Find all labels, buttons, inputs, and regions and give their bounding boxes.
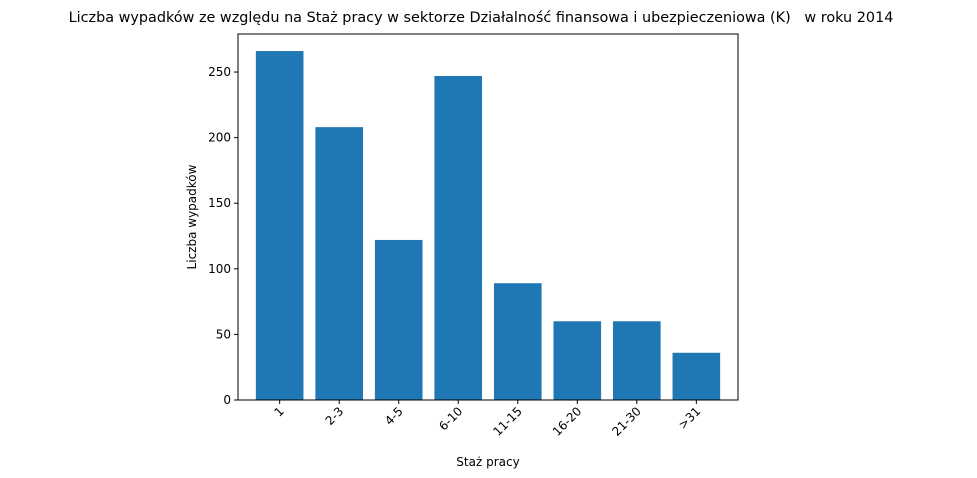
x-axis: 1 2-3 4-5 6-10 11-15 16-20 21-30 >31 [271,400,703,439]
bar-0 [255,51,304,400]
bar-3 [434,75,483,401]
y-tick-label: 50 [216,327,231,341]
x-tick-label: 2-3 [323,404,347,428]
bar-2 [374,239,423,400]
y-tick-label: 100 [208,262,231,276]
x-tick-label: 1 [271,404,286,419]
chart-title: Liczba wypadków ze względu na Staż pracy… [69,10,894,26]
bar-1 [315,127,363,401]
plot-frame [237,33,739,401]
x-tick-label: 6-10 [436,404,465,433]
bar-5 [553,321,602,400]
bar-7 [672,352,721,400]
x-tick-label: 16-20 [550,404,585,439]
y-axis: 0 50 100 150 200 250 [208,65,238,407]
bar-6 [613,321,661,400]
y-axis-label: Liczba wypadków [185,164,199,269]
x-tick-label: 4-5 [382,404,406,428]
x-tick-label: >31 [676,404,704,432]
y-tick-label: 0 [223,393,231,407]
y-tick-label: 250 [208,65,231,79]
x-axis-label: Staż pracy [456,455,519,469]
bar-4 [493,283,542,400]
y-tick-label: 200 [208,131,231,145]
x-tick-label: 11-15 [490,404,525,439]
x-tick-label: 21-30 [609,404,644,439]
y-tick-label: 150 [208,196,231,210]
bars-group [255,51,721,401]
